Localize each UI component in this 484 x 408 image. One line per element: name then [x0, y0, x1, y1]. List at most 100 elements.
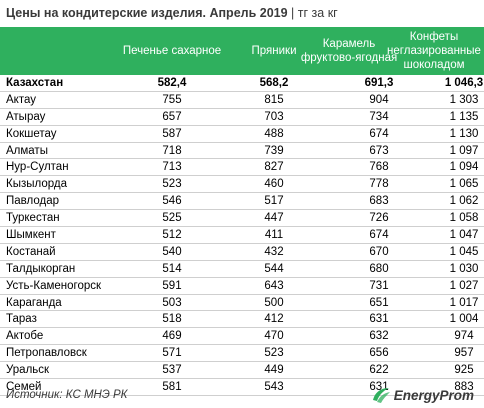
table-cell: 1 058	[434, 209, 484, 228]
table-row: Нур-Султан 713 827 768 1 094	[0, 158, 484, 177]
table-cell: 470	[224, 327, 324, 346]
table-cell: 734	[324, 108, 434, 126]
table-cell: 974	[434, 327, 484, 346]
region-name: Шымкент	[0, 226, 120, 244]
table-cell: 1 135	[434, 108, 484, 126]
table-cell: 643	[224, 277, 324, 295]
table-cell: 670	[324, 243, 434, 261]
region-name: Актобе	[0, 327, 120, 346]
table-cell: 718	[120, 142, 224, 160]
region-name: Павлодар	[0, 192, 120, 211]
footer: Источник: КС МНЭ РК EnergyProm	[0, 381, 484, 408]
table-cell: 778	[324, 175, 434, 194]
column-header: Пряники	[251, 45, 297, 57]
table-cell: 657	[120, 108, 224, 126]
table-cell: 582,4	[120, 75, 224, 92]
source-note: Источник: КС МНЭ РК	[6, 389, 128, 401]
energyprom-logo-icon	[371, 386, 391, 404]
table-cell: 957	[434, 344, 484, 363]
table-row: Талдыкорган 514 544 680 1 030	[0, 260, 484, 278]
table-cell: 904	[324, 91, 434, 109]
table-row: Кокшетау 587 488 674 1 130	[0, 125, 484, 143]
table-cell: 517	[224, 192, 324, 211]
table-row: Уральск 537 449 622 925	[0, 361, 484, 380]
table-cell: 1 130	[434, 125, 484, 143]
table-cell: 683	[324, 192, 434, 211]
table-cell: 691,3	[324, 75, 434, 92]
table-row: Актау 755 815 904 1 303	[0, 91, 484, 109]
region-name: Актау	[0, 91, 120, 109]
region-name: Казахстан	[0, 75, 120, 92]
table-row: Петропавловск 571 523 656 957	[0, 344, 484, 363]
region-name: Костанай	[0, 243, 120, 261]
table-cell: 500	[224, 294, 324, 312]
title-unit: тг за кг	[297, 6, 338, 20]
table-cell: 883	[434, 378, 484, 396]
region-name: Тараз	[0, 310, 120, 329]
table-row: Алматы 718 739 673 1 097	[0, 142, 484, 160]
table-cell: 540	[120, 243, 224, 261]
table-header: Печенье сахарное Пряники Карамель фрукто…	[0, 27, 484, 75]
table-cell: 1 065	[434, 175, 484, 194]
table-cell: 713	[120, 158, 224, 177]
table-cell: 1 303	[434, 91, 484, 109]
table-row: Усть-Каменогорск 591 643 731 1 027	[0, 277, 484, 295]
region-name: Караганда	[0, 294, 120, 312]
table-row: Тараз 518 412 631 1 004	[0, 310, 484, 329]
table-cell: 827	[224, 158, 324, 177]
region-name: Усть-Каменогорск	[0, 277, 120, 295]
table-row: Шымкент 512 411 674 1 047	[0, 226, 484, 244]
column-header: Карамель фруктово-ягодная	[300, 38, 398, 64]
table-cell: 518	[120, 310, 224, 329]
table-cell: 1 094	[434, 158, 484, 177]
table-row: Семей 581 543 631 883	[0, 378, 484, 396]
region-name: Петропавловск	[0, 344, 120, 363]
table-cell: 632	[324, 327, 434, 346]
table-cell: 1 017	[434, 294, 484, 312]
table-row: Атырау 657 703 734 1 135	[0, 108, 484, 126]
table-cell: 447	[224, 209, 324, 228]
table-cell: 674	[324, 226, 434, 244]
table-cell: 651	[324, 294, 434, 312]
region-name: Талдыкорган	[0, 260, 120, 278]
table-row: Караганда 503 500 651 1 017	[0, 294, 484, 312]
table-cell: 1 027	[434, 277, 484, 295]
title-main: Цены на кондитерские изделия. Апрель 201…	[6, 6, 288, 20]
price-table: Казахстан 582,4 568,2 691,3 1 046,3 Акта…	[0, 75, 484, 396]
page-title: Цены на кондитерские изделия. Апрель 201…	[6, 6, 338, 20]
table-cell: 925	[434, 361, 484, 380]
table-cell: 656	[324, 344, 434, 363]
table-cell: 514	[120, 260, 224, 278]
table-cell: 591	[120, 277, 224, 295]
table-row: Туркестан 525 447 726 1 058	[0, 209, 484, 228]
table-cell: 1 030	[434, 260, 484, 278]
table-row: Павлодар 546 517 683 1 062	[0, 192, 484, 211]
table-cell: 680	[324, 260, 434, 278]
region-name: Кокшетау	[0, 125, 120, 143]
region-name: Уральск	[0, 361, 120, 380]
table-cell: 1 047	[434, 226, 484, 244]
table-cell: 432	[224, 243, 324, 261]
table-cell: 546	[120, 192, 224, 211]
table-cell: 815	[224, 91, 324, 109]
region-name: Нур-Султан	[0, 158, 120, 177]
table-cell: 674	[324, 125, 434, 143]
table-cell: 544	[224, 260, 324, 278]
table-cell: 543	[224, 378, 324, 396]
table-cell: 523	[224, 344, 324, 363]
logo-text: EnergyProm	[393, 387, 474, 403]
table-cell: 1 004	[434, 310, 484, 329]
table-cell: 581	[120, 378, 224, 396]
title-bar: Цены на кондитерские изделия. Апрель 201…	[0, 0, 484, 26]
table-cell: 512	[120, 226, 224, 244]
table-cell: 731	[324, 277, 434, 295]
table-cell: 703	[224, 108, 324, 126]
table-row-total: Казахстан 582,4 568,2 691,3 1 046,3	[0, 75, 484, 92]
logo: EnergyProm	[371, 385, 474, 405]
table-cell: 523	[120, 175, 224, 194]
region-name: Кызылорда	[0, 175, 120, 194]
title-separator: |	[291, 6, 295, 20]
region-name: Алматы	[0, 142, 120, 160]
table-cell: 537	[120, 361, 224, 380]
region-name: Атырау	[0, 108, 120, 126]
